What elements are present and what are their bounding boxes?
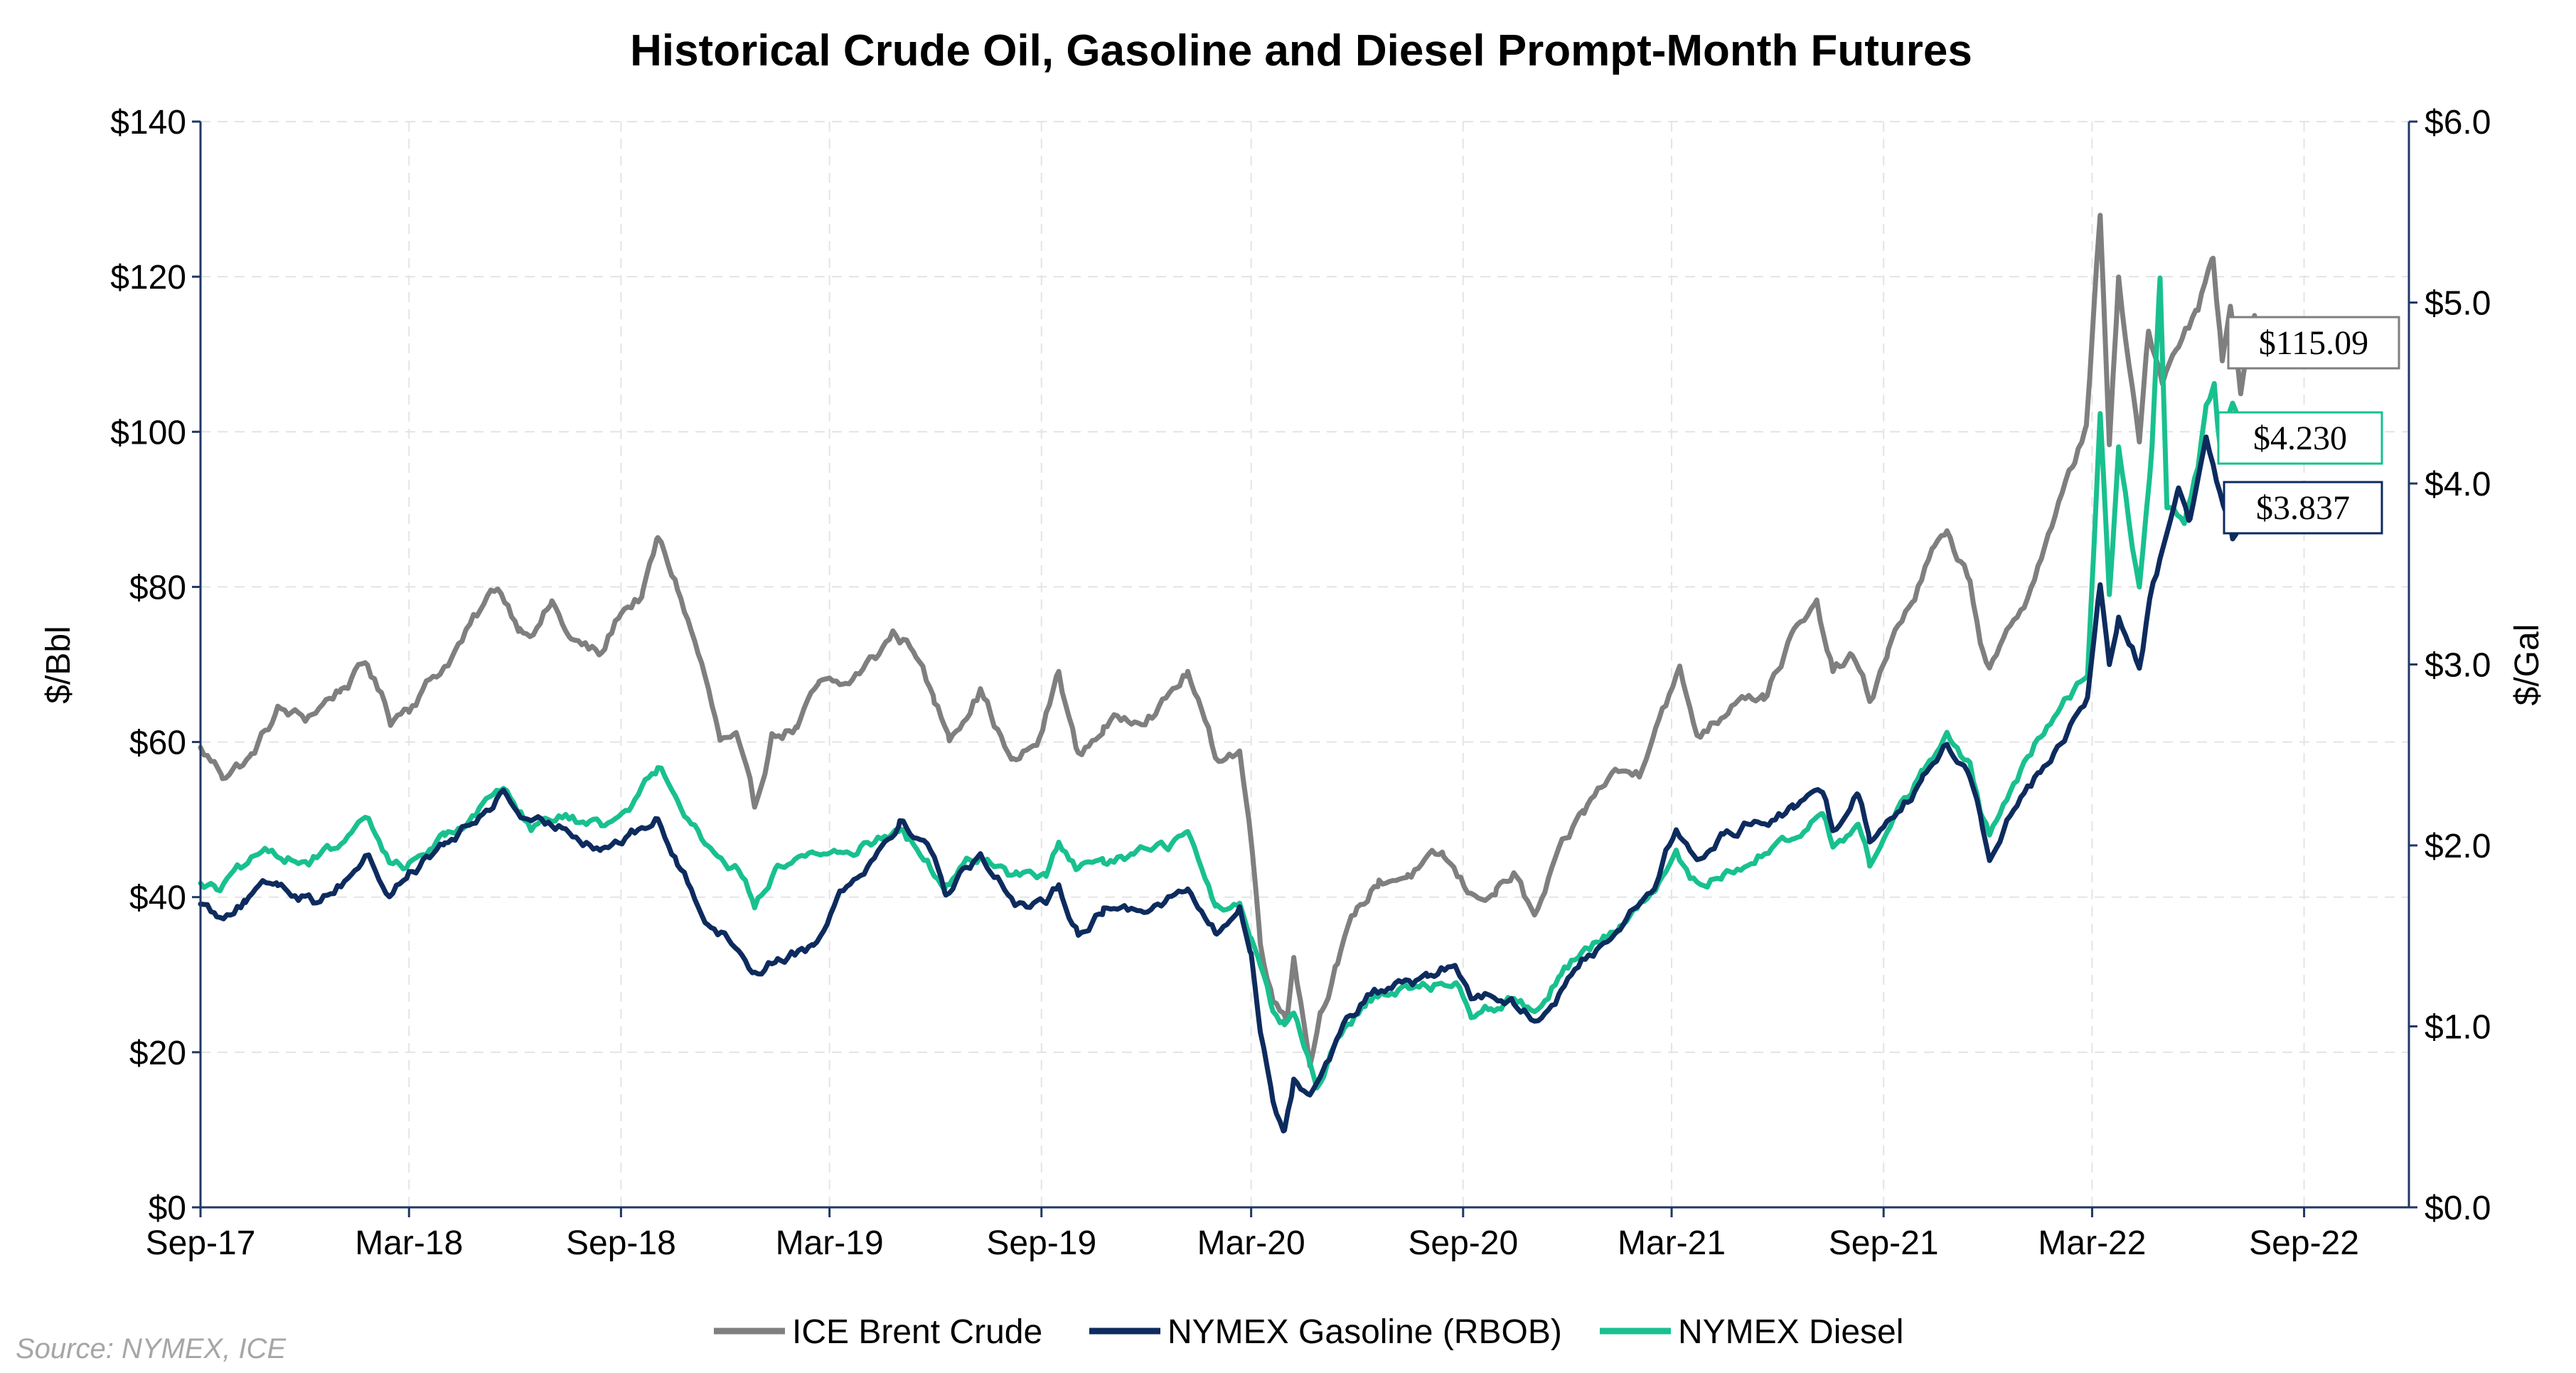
legend-item-rbob-label: NYMEX Gasoline (RBOB) <box>1167 1313 1562 1351</box>
right-tick-label: $6.0 <box>2425 104 2491 141</box>
diesel-callout: $4.230 <box>2217 411 2383 465</box>
brent-series-line <box>198 213 2257 1069</box>
diesel-series-line <box>198 275 2257 1091</box>
x-tick-label: Mar-19 <box>776 1224 884 1262</box>
brent-callout-value: $115.09 <box>2259 324 2368 362</box>
source-note: Source: NYMEX, ICE <box>16 1333 287 1364</box>
left-tick-label: $80 <box>129 569 186 607</box>
right-tick-label: $5.0 <box>2425 285 2491 323</box>
rbob-callout-value: $3.837 <box>2256 489 2350 527</box>
x-tick-label: Mar-22 <box>2038 1224 2146 1262</box>
right-tick-label: $3.0 <box>2425 647 2491 685</box>
legend-item-diesel: NYMEX Diesel <box>1600 1313 1903 1351</box>
left-tick-label: $140 <box>110 104 186 141</box>
legend-item-diesel-label: NYMEX Diesel <box>1678 1313 1903 1351</box>
right-axis-ticks: $0.0 $1.0 $2.0 $3.0 $4.0 $5.0 $6.0 <box>2409 104 2491 1227</box>
x-axis-ticks: Sep-17 Mar-18 Sep-18 Mar-19 Sep-19 Mar-20 Sep-… <box>146 1207 2359 1262</box>
legend-item-brent-label: ICE Brent Crude <box>792 1313 1042 1351</box>
right-tick-label: $0.0 <box>2425 1190 2491 1227</box>
right-tick-label: $4.0 <box>2425 466 2491 503</box>
legend-item-brent: ICE Brent Crude <box>714 1313 1042 1351</box>
legend: ICE Brent Crude NYMEX Gasoline (RBOB) NYME… <box>714 1313 1903 1351</box>
right-tick-label: $2.0 <box>2425 828 2491 865</box>
left-axis-ticks: $0 $20 $40 $60 $80 $100 $120 $140 <box>110 104 201 1227</box>
x-tick-label: Mar-20 <box>1197 1224 1305 1262</box>
x-tick-label: Mar-21 <box>1618 1224 1726 1262</box>
x-tick-label: Sep-18 <box>566 1224 676 1262</box>
gridlines <box>201 121 2409 1207</box>
x-tick-label: Sep-21 <box>1829 1224 1939 1262</box>
x-tick-label: Sep-22 <box>2249 1224 2359 1262</box>
x-tick-label: Sep-19 <box>986 1224 1096 1262</box>
diesel-callout-box <box>2217 411 2383 465</box>
rbob-callout: $3.837 <box>2223 481 2383 535</box>
left-tick-label: $20 <box>129 1035 186 1072</box>
left-tick-label: $0 <box>149 1190 186 1227</box>
callouts: $115.09 $3.837 $4.230 <box>2217 316 2400 535</box>
diesel-callout-value: $4.230 <box>2253 420 2347 457</box>
rbob-series-line <box>198 434 2257 1134</box>
chart-title: Historical Crude Oil, Gasoline and Diese… <box>630 26 1972 75</box>
left-tick-label: $40 <box>129 880 186 917</box>
right-axis-title: $/Gal <box>2508 624 2546 706</box>
brent-callout: $115.09 <box>2227 316 2400 370</box>
left-tick-label: $100 <box>110 414 186 452</box>
left-tick-label: $120 <box>110 259 186 296</box>
right-tick-label: $1.0 <box>2425 1009 2491 1047</box>
brent-callout-box <box>2227 316 2400 370</box>
left-axis-title: $/Bbl <box>40 626 78 703</box>
series-lines <box>198 213 2257 1134</box>
legend-item-rbob: NYMEX Gasoline (RBOB) <box>1089 1313 1562 1351</box>
x-tick-label: Sep-17 <box>146 1224 256 1262</box>
left-tick-label: $60 <box>129 725 186 762</box>
x-tick-label: Sep-20 <box>1408 1224 1518 1262</box>
rbob-callout-box <box>2223 481 2383 535</box>
x-tick-label: Mar-18 <box>355 1224 463 1262</box>
